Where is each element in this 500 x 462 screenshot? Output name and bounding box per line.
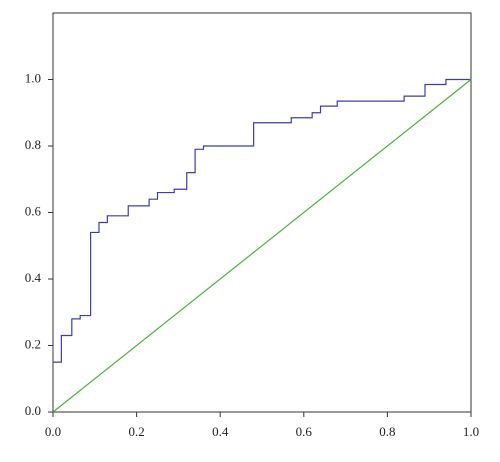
x-tick-label: 0.8: [379, 424, 395, 439]
y-tick-label: 1.0: [25, 70, 41, 85]
x-tick-label: 0.4: [212, 424, 229, 439]
y-tick-label: 0.6: [25, 203, 42, 218]
y-tick-label: 0.8: [25, 137, 41, 152]
y-tick-label: 0.2: [25, 336, 41, 351]
plot-frame: [52, 12, 472, 413]
series-line: [53, 78, 471, 363]
x-tick-label: 0.0: [45, 424, 61, 439]
x-tick-label: 1.0: [463, 424, 479, 439]
y-tick-label: 0.0: [25, 403, 41, 418]
y-tick-label: 0.4: [25, 270, 42, 285]
x-tick-label: 0.2: [128, 424, 144, 439]
x-tick-label: 0.6: [296, 424, 313, 439]
series-line: [52, 79, 472, 413]
